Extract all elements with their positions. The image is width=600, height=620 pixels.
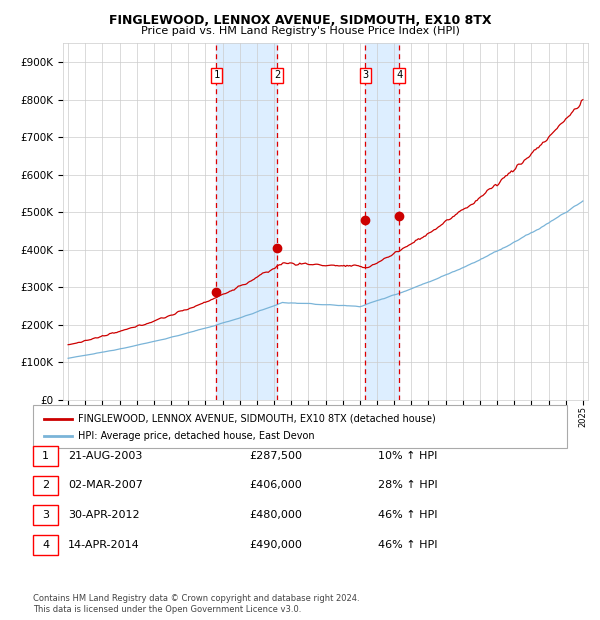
Text: HPI: Average price, detached house, East Devon: HPI: Average price, detached house, East… — [78, 431, 314, 441]
Text: 28% ↑ HPI: 28% ↑ HPI — [378, 480, 437, 490]
Text: 4: 4 — [42, 540, 49, 550]
Text: 1: 1 — [213, 70, 220, 81]
Text: 21-AUG-2003: 21-AUG-2003 — [68, 451, 142, 461]
Text: 1: 1 — [42, 451, 49, 461]
Text: £406,000: £406,000 — [249, 480, 302, 490]
Text: This data is licensed under the Open Government Licence v3.0.: This data is licensed under the Open Gov… — [33, 604, 301, 614]
Bar — [217, 43, 277, 400]
Text: 46% ↑ HPI: 46% ↑ HPI — [378, 540, 437, 550]
Text: 4: 4 — [396, 70, 402, 81]
Text: 02-MAR-2007: 02-MAR-2007 — [68, 480, 143, 490]
Text: FINGLEWOOD, LENNOX AVENUE, SIDMOUTH, EX10 8TX (detached house): FINGLEWOOD, LENNOX AVENUE, SIDMOUTH, EX1… — [78, 414, 436, 424]
Text: 46% ↑ HPI: 46% ↑ HPI — [378, 510, 437, 520]
Text: Contains HM Land Registry data © Crown copyright and database right 2024.: Contains HM Land Registry data © Crown c… — [33, 593, 359, 603]
Text: £480,000: £480,000 — [249, 510, 302, 520]
Text: £287,500: £287,500 — [249, 451, 302, 461]
Text: 2: 2 — [42, 480, 49, 490]
Text: FINGLEWOOD, LENNOX AVENUE, SIDMOUTH, EX10 8TX: FINGLEWOOD, LENNOX AVENUE, SIDMOUTH, EX1… — [109, 14, 491, 27]
Text: 2: 2 — [274, 70, 280, 81]
Text: 30-APR-2012: 30-APR-2012 — [68, 510, 139, 520]
Text: 3: 3 — [362, 70, 368, 81]
Bar — [365, 43, 399, 400]
Text: Price paid vs. HM Land Registry's House Price Index (HPI): Price paid vs. HM Land Registry's House … — [140, 26, 460, 36]
Text: 3: 3 — [42, 510, 49, 520]
Text: 10% ↑ HPI: 10% ↑ HPI — [378, 451, 437, 461]
Text: 14-APR-2014: 14-APR-2014 — [68, 540, 140, 550]
Text: £490,000: £490,000 — [249, 540, 302, 550]
